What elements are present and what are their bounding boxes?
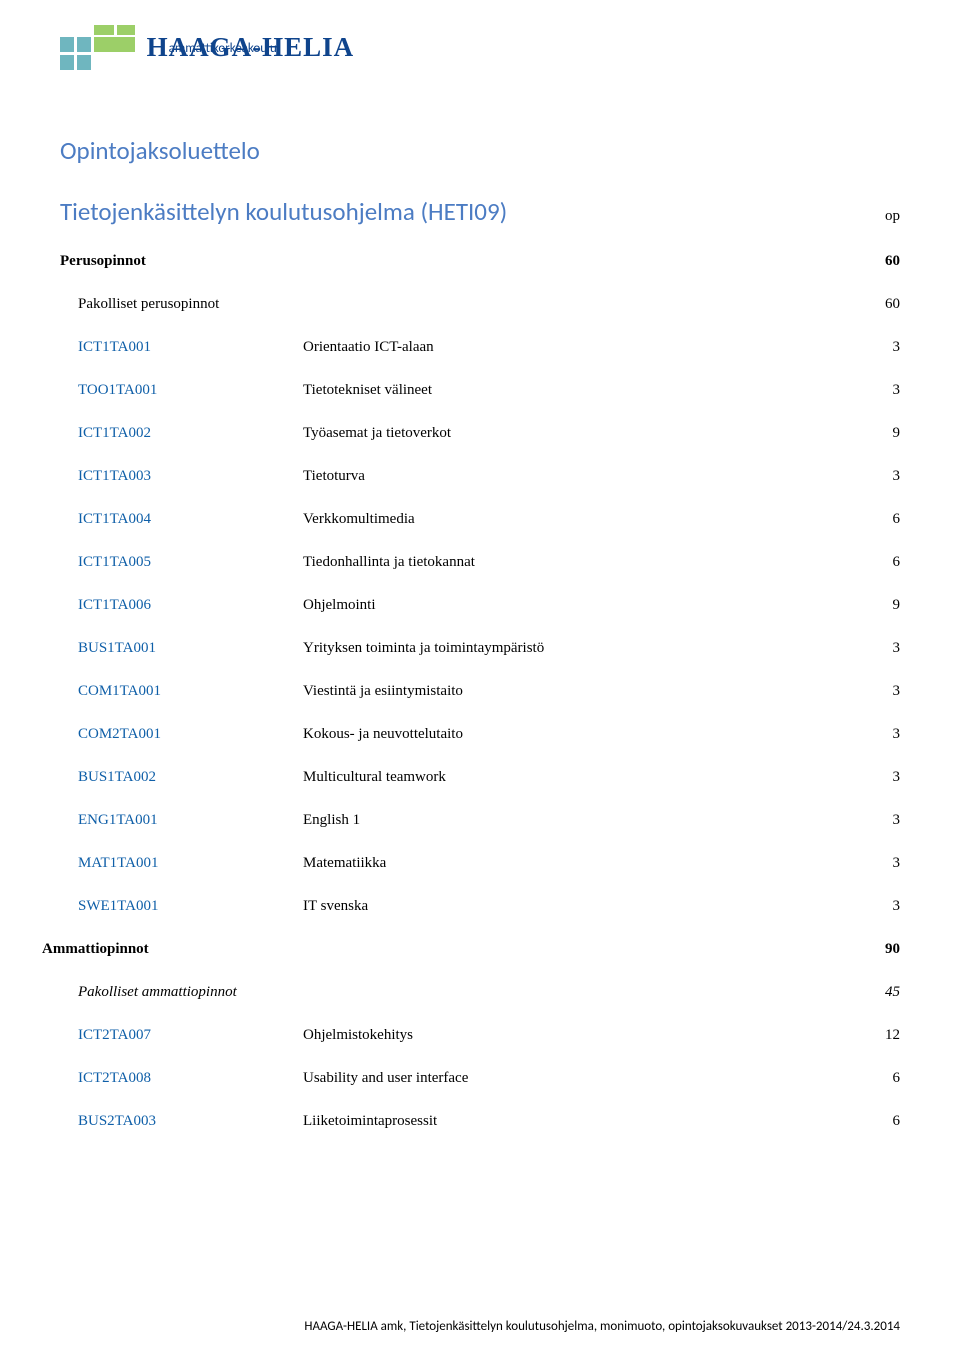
course-row: COM1TA001Viestintä ja esiintymistaito3	[60, 683, 900, 700]
subgroup-credits: 45	[885, 984, 900, 1001]
course-code[interactable]: ICT2TA008	[78, 1070, 303, 1087]
subgroup-row: Pakolliset ammattiopinnot 45	[60, 984, 900, 1001]
course-name: Ohjelmointi	[303, 597, 870, 614]
course-listing: Perusopinnot 60 Pakolliset perusopinnot 60 I…	[60, 253, 900, 1130]
course-code[interactable]: ICT1TA001	[78, 339, 303, 356]
course-credits: 12	[870, 1027, 900, 1044]
subgroup-row: Pakolliset perusopinnot 60	[60, 296, 900, 313]
course-name: Orientaatio ICT-alaan	[303, 339, 870, 356]
course-credits: 3	[870, 339, 900, 356]
course-code[interactable]: BUS2TA003	[78, 1113, 303, 1130]
course-code[interactable]: SWE1TA001	[78, 898, 303, 915]
course-name: Tietoturva	[303, 468, 870, 485]
course-name: Yrityksen toiminta ja toimintaympäristö	[303, 640, 870, 657]
course-name: English 1	[303, 812, 870, 829]
program-row: Tietojenkäsittelyn koulutusohjelma (HETI…	[60, 196, 900, 227]
course-row: MAT1TA001Matematiikka3	[60, 855, 900, 872]
course-credits: 6	[870, 1113, 900, 1130]
course-row: TOO1TA001Tietotekniset välineet3	[60, 382, 900, 399]
course-row: ENG1TA001English 13	[60, 812, 900, 829]
course-code[interactable]: BUS1TA001	[78, 640, 303, 657]
page-footer: HAAGA-HELIA amk, Tietojenkäsittelyn koul…	[304, 1319, 900, 1334]
course-code[interactable]: ICT2TA007	[78, 1027, 303, 1044]
course-row: ICT2TA008Usability and user interface6	[60, 1070, 900, 1087]
course-row: SWE1TA001IT svenska3	[60, 898, 900, 915]
group-name: Perusopinnot	[60, 253, 146, 270]
course-credits: 6	[870, 1070, 900, 1087]
course-credits: 3	[870, 468, 900, 485]
course-code[interactable]: MAT1TA001	[78, 855, 303, 872]
course-credits: 3	[870, 683, 900, 700]
course-name: Ohjelmistokehitys	[303, 1027, 870, 1044]
course-row: ICT1TA001Orientaatio ICT-alaan3	[60, 339, 900, 356]
course-credits: 3	[870, 898, 900, 915]
program-title: Tietojenkäsittelyn koulutusohjelma (HETI…	[60, 196, 507, 227]
course-row: ICT1TA004Verkkomultimedia6	[60, 511, 900, 528]
course-name: Tietotekniset välineet	[303, 382, 870, 399]
course-credits: 6	[870, 554, 900, 571]
course-code[interactable]: TOO1TA001	[78, 382, 303, 399]
course-row: BUS1TA001Yrityksen toiminta ja toimintay…	[60, 640, 900, 657]
course-row: ICT1TA006Ohjelmointi9	[60, 597, 900, 614]
section-title: Opintojaksoluettelo	[60, 135, 900, 166]
course-name: Liiketoimintaprosessit	[303, 1113, 870, 1130]
course-credits: 3	[870, 855, 900, 872]
group-row: Ammattiopinnot 90	[42, 941, 900, 958]
course-code[interactable]: COM1TA001	[78, 683, 303, 700]
course-row: ICT1TA002Työasemat ja tietoverkot9	[60, 425, 900, 442]
course-name: Työasemat ja tietoverkot	[303, 425, 870, 442]
group-row: Perusopinnot 60	[60, 253, 900, 270]
course-code[interactable]: ICT1TA006	[78, 597, 303, 614]
course-name: Tiedonhallinta ja tietokannat	[303, 554, 870, 571]
course-credits: 6	[870, 511, 900, 528]
logo: HAAGA-HELIA ammattikorkeakoulu	[60, 25, 900, 85]
course-credits: 3	[870, 640, 900, 657]
group-credits: 60	[885, 253, 900, 270]
course-row: ICT2TA007Ohjelmistokehitys12	[60, 1027, 900, 1044]
course-credits: 3	[870, 812, 900, 829]
course-code[interactable]: ICT1TA002	[78, 425, 303, 442]
course-row: COM2TA001Kokous- ja neuvottelutaito3	[60, 726, 900, 743]
course-name: Usability and user interface	[303, 1070, 870, 1087]
course-code[interactable]: COM2TA001	[78, 726, 303, 743]
course-row: BUS1TA002Multicultural teamwork3	[60, 769, 900, 786]
course-credits: 3	[870, 382, 900, 399]
course-name: Viestintä ja esiintymistaito	[303, 683, 870, 700]
subgroup-name: Pakolliset ammattiopinnot	[78, 984, 237, 1001]
course-name: Matematiikka	[303, 855, 870, 872]
course-credits: 9	[870, 425, 900, 442]
group-name: Ammattiopinnot	[42, 941, 149, 958]
course-row: BUS2TA003Liiketoimintaprosessit6	[60, 1113, 900, 1130]
course-row: ICT1TA003Tietoturva3	[60, 468, 900, 485]
course-credits: 3	[870, 769, 900, 786]
course-credits: 9	[870, 597, 900, 614]
course-code[interactable]: ENG1TA001	[78, 812, 303, 829]
logo-tiles-icon	[60, 25, 135, 85]
course-name: Verkkomultimedia	[303, 511, 870, 528]
course-code[interactable]: ICT1TA003	[78, 468, 303, 485]
subgroup-name: Pakolliset perusopinnot	[78, 296, 219, 313]
logo-tiles	[60, 25, 135, 85]
subgroup-credits: 60	[885, 296, 900, 313]
course-code[interactable]: ICT1TA004	[78, 511, 303, 528]
course-name: Multicultural teamwork	[303, 769, 870, 786]
course-code[interactable]: ICT1TA005	[78, 554, 303, 571]
credits-header-label: op	[885, 208, 900, 225]
group-credits: 90	[885, 941, 900, 958]
course-row: ICT1TA005Tiedonhallinta ja tietokannat6	[60, 554, 900, 571]
course-name: IT svenska	[303, 898, 870, 915]
course-credits: 3	[870, 726, 900, 743]
course-code[interactable]: BUS1TA002	[78, 769, 303, 786]
course-name: Kokous- ja neuvottelutaito	[303, 726, 870, 743]
